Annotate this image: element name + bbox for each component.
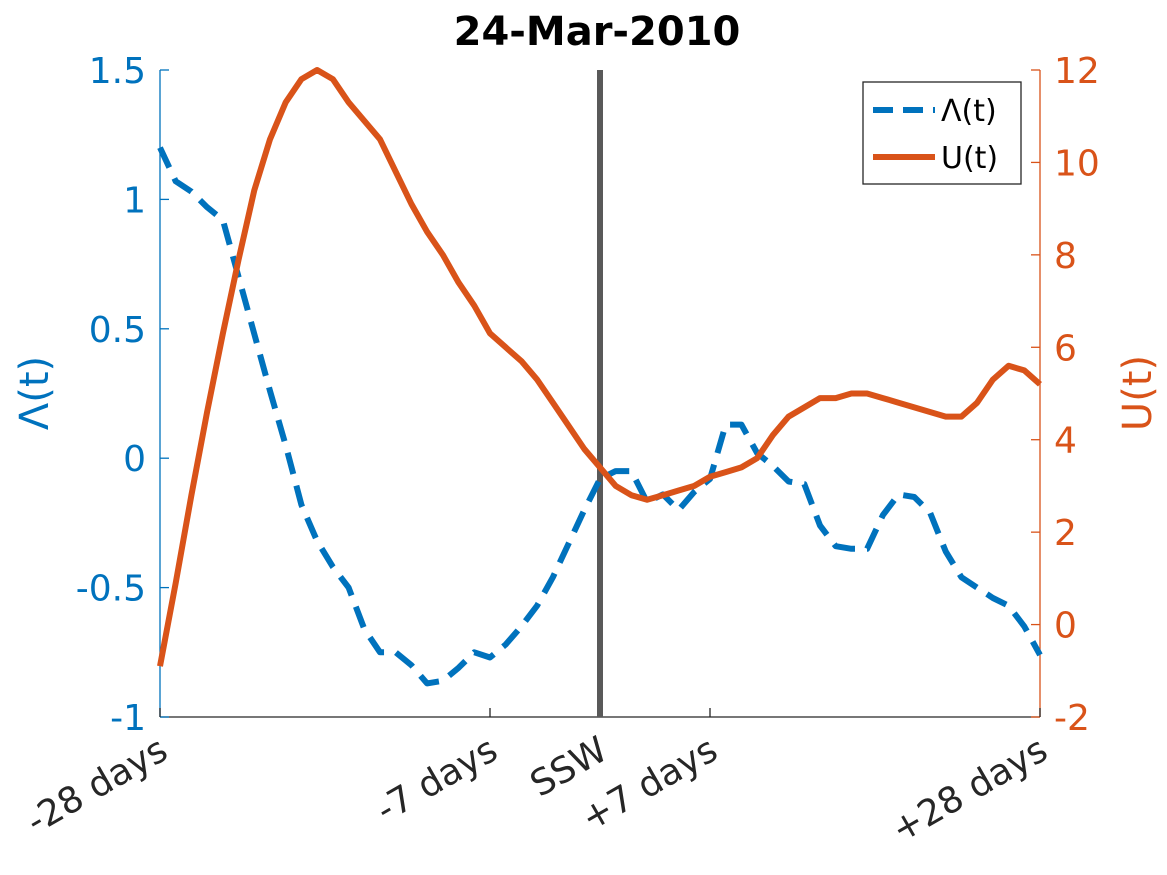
series-line-u <box>157 67 1042 667</box>
y-tick-label-left: 1.5 <box>89 51 146 92</box>
y-tick-label-right: 2 <box>1054 513 1077 554</box>
y-tick-label-right: 0 <box>1054 606 1077 647</box>
legend-label: Λ(t) <box>941 94 997 129</box>
y-tick-label-right: 10 <box>1054 143 1100 184</box>
x-tick-label: -7 days <box>369 729 504 831</box>
y-tick-label-right: 4 <box>1054 421 1077 462</box>
legend: Λ(t) U(t) <box>862 81 1022 185</box>
x-tick-label: +28 days <box>885 729 1055 851</box>
y-axis-label-left: Λ(t) <box>12 356 58 430</box>
y-tick-label-left: 0.5 <box>89 310 146 351</box>
series-layer <box>157 67 1043 717</box>
y-tick-label-right: 6 <box>1054 328 1077 369</box>
series-line-lambda <box>157 146 1043 687</box>
y-axis-label-right: U(t) <box>1115 355 1161 431</box>
y-tick-label-right: 12 <box>1054 51 1100 92</box>
y-tick-label-left: -1 <box>110 698 146 739</box>
legend-label: U(t) <box>941 141 998 176</box>
y-tick-label-right: -2 <box>1054 698 1090 739</box>
y-tick-label-right: 8 <box>1054 236 1077 277</box>
chart-title: 24-Mar-2010 <box>454 9 741 55</box>
y-tick-label-left: 1 <box>123 180 146 221</box>
y-tick-label-left: -0.5 <box>76 569 146 610</box>
legend-box <box>862 81 1022 185</box>
x-tick-label: -28 days <box>20 729 175 842</box>
axes: -1 -0.5 0 0.5 1 1.5 -2 0 2 4 6 8 10 12 -28 days -7 days… <box>20 51 1100 851</box>
y-tick-label-left: 0 <box>123 439 146 480</box>
